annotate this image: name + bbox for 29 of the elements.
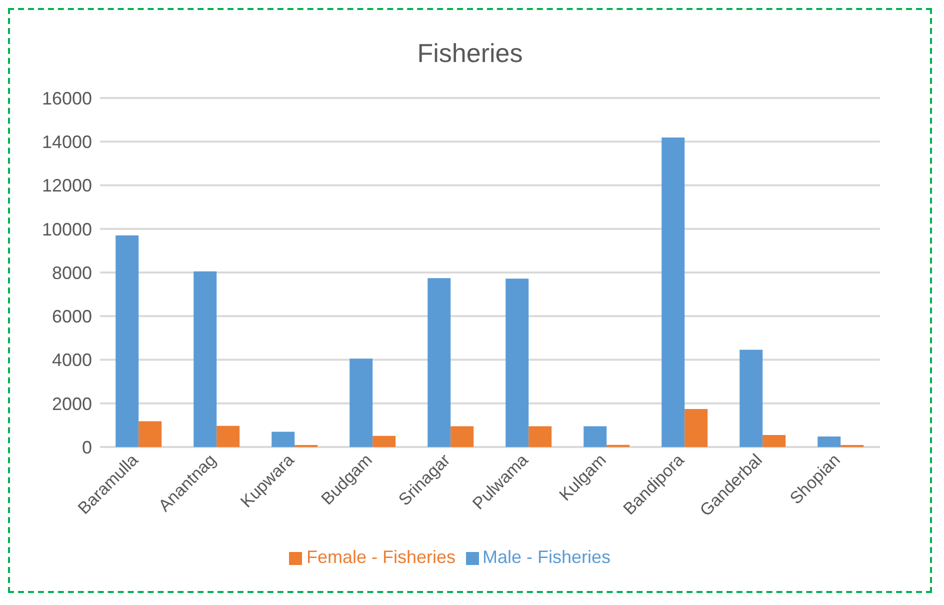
bar bbox=[528, 426, 552, 447]
bar bbox=[428, 278, 451, 447]
bar bbox=[740, 350, 763, 447]
y-tick-label: 8000 bbox=[52, 262, 92, 283]
bar bbox=[584, 426, 607, 447]
bar bbox=[450, 426, 474, 447]
y-tick-label: 16000 bbox=[42, 88, 92, 108]
bar bbox=[272, 432, 295, 447]
bar bbox=[138, 421, 162, 447]
bar bbox=[350, 358, 373, 447]
y-tick-label: 4000 bbox=[52, 350, 92, 370]
bar bbox=[684, 409, 708, 447]
y-tick-label: 14000 bbox=[42, 132, 92, 152]
y-tick-label: 12000 bbox=[42, 176, 92, 196]
bar bbox=[662, 137, 685, 447]
bar bbox=[762, 435, 786, 447]
bar bbox=[506, 278, 529, 447]
y-tick-label: 0 bbox=[82, 437, 92, 458]
bar bbox=[818, 436, 841, 447]
bar bbox=[216, 426, 240, 447]
y-tick-label: 10000 bbox=[42, 219, 92, 240]
chart-title: Fisheries bbox=[416, 38, 524, 70]
legend-label: Female - Fisheries bbox=[306, 547, 456, 567]
bar bbox=[116, 235, 139, 447]
bar bbox=[372, 436, 396, 447]
bar bbox=[194, 271, 217, 447]
legend-label: Male - Fisheries bbox=[482, 547, 611, 567]
y-tick-label: 6000 bbox=[52, 306, 92, 327]
y-tick-label: 2000 bbox=[52, 394, 92, 414]
